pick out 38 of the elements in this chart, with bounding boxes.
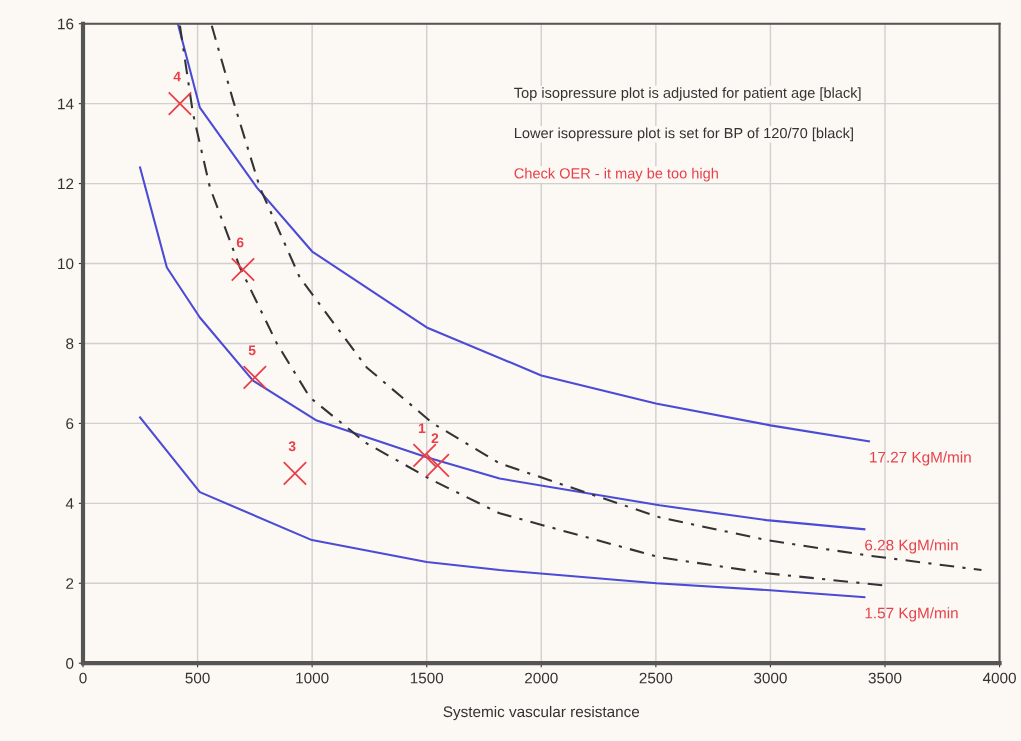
annotation: 1	[418, 423, 426, 434]
annotation: Top isopressure plot is adjusted for patient age [black]	[514, 87, 861, 101]
annotation: Lower isopressure plot is set for BP of 120/70 [black]	[514, 127, 853, 142]
x-tick-label: 0	[79, 672, 87, 684]
y-tick-label: 0	[66, 658, 74, 669]
y-tick-label: 6	[66, 418, 74, 430]
line-series	[210, 24, 983, 572]
x-tick-label: 2000	[525, 672, 558, 684]
series-label: 6.28 KgM/min	[865, 539, 958, 554]
line-series	[139, 416, 866, 599]
y-tick-label: 4	[65, 498, 74, 509]
series-label: 17.27 KgM/min	[870, 451, 971, 466]
x-tick-label: 2500	[639, 672, 673, 684]
point	[242, 365, 267, 390]
y-tick-label: 16	[58, 18, 74, 30]
annotation: 4	[173, 71, 181, 82]
x-tick-label: 1500	[410, 672, 444, 684]
y-tick-label: 10	[58, 258, 74, 270]
line-series	[139, 166, 866, 531]
y-tick-label: 2	[66, 578, 74, 589]
x-tick-label: 500	[185, 672, 210, 684]
annotation: Check OER - it may be too high	[514, 167, 718, 182]
annotation: 3	[288, 441, 296, 452]
series-label: 1.57 KgM/min	[865, 607, 958, 622]
y-tick-label: 14	[58, 98, 74, 110]
y-tick-label: 8	[66, 338, 74, 350]
x-tick-label: 3500	[868, 672, 902, 684]
x-tick-label: 1000	[296, 672, 329, 684]
x-axis-title: Systemic vascular resistance	[443, 705, 640, 721]
point	[282, 461, 308, 486]
point	[425, 453, 450, 478]
x-tick-label: 4000	[982, 672, 1016, 684]
point	[167, 91, 193, 116]
annotation: 2	[431, 433, 439, 444]
y-tick-label: 12	[58, 178, 74, 190]
x-tick-label: 3000	[754, 672, 787, 684]
annotation: 5	[248, 345, 256, 356]
annotation: 6	[236, 237, 244, 248]
